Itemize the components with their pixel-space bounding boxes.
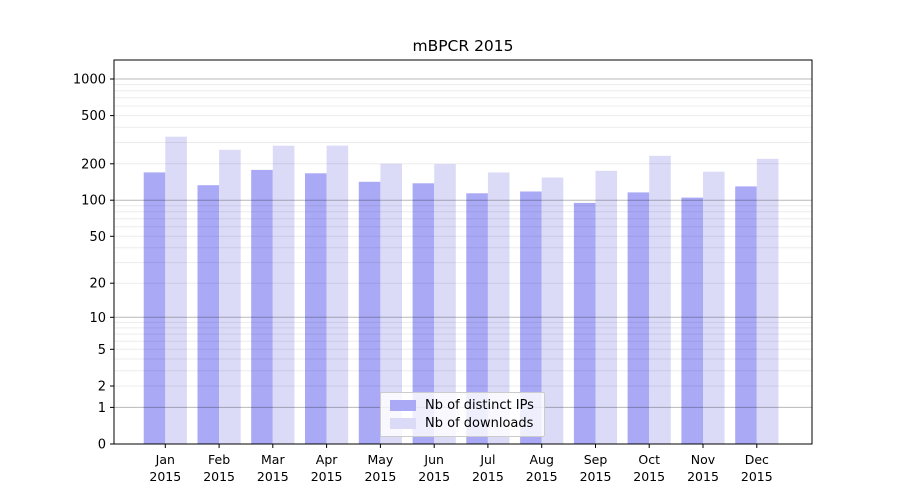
bar-downloads-oct: [649, 155, 671, 445]
bar-distinct-ips-apr: [305, 173, 327, 445]
x-tick-label-month: Jan: [155, 452, 175, 467]
y-tick-label: 100: [81, 194, 106, 209]
y-tick-label: 1: [98, 401, 106, 416]
x-tick-label-year: 2015: [203, 469, 235, 484]
chart-title: mBPCR 2015: [412, 37, 514, 55]
x-tick-label-year: 2015: [741, 469, 773, 484]
y-tick-label: 1000: [73, 73, 106, 88]
y-tick-label: 200: [81, 157, 106, 172]
legend: Nb of distinct IPs Nb of downloads: [380, 392, 545, 437]
y-tick-label: 2: [98, 380, 106, 395]
x-tick-label-month: Sep: [584, 452, 608, 467]
bar-distinct-ips-jun: [412, 183, 435, 445]
y-tick-label: 10: [89, 311, 106, 326]
y-tick-label: 20: [89, 277, 106, 292]
y-tick-label: 500: [81, 109, 106, 124]
bar-distinct-ips-jul: [466, 193, 488, 444]
bar-distinct-ips-jan: [143, 172, 166, 444]
bar-distinct-ips-aug: [520, 191, 542, 444]
bar-distinct-ips-feb: [197, 185, 220, 444]
x-tick-label-month: Dec: [745, 452, 769, 467]
bar-downloads-feb: [219, 149, 241, 445]
y-tick-label: 0: [98, 438, 106, 453]
x-tick-label-year: 2015: [364, 469, 396, 484]
bar-distinct-ips-dec: [735, 186, 757, 444]
bar-distinct-ips-oct: [627, 192, 650, 444]
bar-downloads-jan: [165, 136, 187, 444]
bar-downloads-nov: [703, 171, 725, 444]
legend-item-distinct-ips: Nb of distinct IPs: [390, 398, 534, 413]
x-tick-label-month: Jul: [479, 452, 495, 467]
bar-downloads-jun: [434, 164, 456, 444]
bar-distinct-ips-may: [358, 181, 381, 445]
bar-distinct-ips-mar: [251, 169, 273, 444]
x-tick-label-month: Jun: [423, 452, 444, 467]
x-tick-label-year: 2015: [311, 469, 343, 484]
legend-label-downloads: Nb of downloads: [425, 416, 534, 431]
x-tick-label-year: 2015: [633, 469, 665, 484]
bar-downloads-may: [380, 163, 402, 445]
x-tick-label-year: 2015: [472, 469, 504, 484]
x-tick-label-year: 2015: [526, 469, 558, 484]
legend-swatch-distinct-ips: [390, 400, 416, 411]
bar-downloads-mar: [272, 145, 295, 444]
y-tick-label: 50: [89, 230, 106, 245]
bar-distinct-ips-nov: [681, 197, 703, 444]
x-tick-label-year: 2015: [418, 469, 450, 484]
plot-border: [113, 59, 813, 445]
x-tick-label-year: 2015: [580, 469, 612, 484]
legend-swatch-downloads: [390, 418, 416, 429]
x-tick-label-month: Mar: [261, 452, 285, 467]
bar-downloads-dec: [756, 158, 779, 445]
x-axis-group: Jan 2015 Feb 2015 Mar 2015 Apr 2015 May 2015 Jun 20…: [149, 444, 773, 484]
bar-downloads-apr: [326, 145, 349, 444]
legend-item-downloads: Nb of downloads: [390, 416, 534, 431]
legend-label-distinct-ips: Nb of distinct IPs: [425, 398, 534, 413]
x-tick-label-month: Feb: [208, 452, 230, 467]
bars-group: [143, 136, 779, 445]
gridlines-group: [114, 78, 812, 408]
x-tick-label-month: Nov: [691, 452, 716, 467]
bar-distinct-ips-sep: [573, 202, 596, 444]
x-tick-label-month: Apr: [316, 452, 338, 467]
bar-downloads-jul: [487, 172, 510, 444]
y-tick-label: 5: [98, 343, 106, 358]
x-tick-label-month: Aug: [529, 452, 553, 467]
x-tick-label-month: Oct: [638, 452, 660, 467]
bar-downloads-aug: [541, 177, 564, 444]
y-axis-group: 0 1 2 5 10 20 50 100 200 500 1000: [73, 73, 114, 453]
x-tick-label-year: 2015: [257, 469, 289, 484]
x-tick-label-year: 2015: [687, 469, 719, 484]
x-tick-label-month: May: [367, 452, 393, 467]
bar-downloads-sep: [595, 170, 618, 445]
x-tick-label-year: 2015: [149, 469, 181, 484]
